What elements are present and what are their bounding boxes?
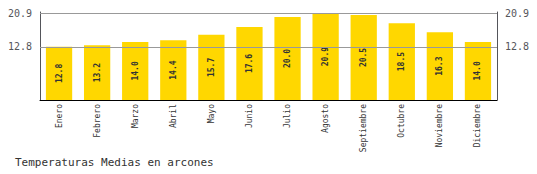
- svg-text:20.9: 20.9: [8, 8, 32, 19]
- svg-text:17.6: 17.6: [245, 54, 254, 73]
- svg-text:Mayo: Mayo: [207, 104, 216, 123]
- svg-text:20.9: 20.9: [321, 47, 330, 66]
- svg-text:Enero: Enero: [55, 104, 64, 128]
- svg-text:14.0: 14.0: [131, 61, 140, 80]
- svg-text:Junio: Junio: [245, 104, 254, 128]
- svg-text:Abril: Abril: [169, 104, 178, 128]
- svg-text:Diciembre: Diciembre: [473, 104, 482, 148]
- svg-text:12.8: 12.8: [505, 41, 529, 52]
- svg-text:12.8: 12.8: [55, 64, 64, 83]
- svg-text:16.3: 16.3: [435, 56, 444, 75]
- svg-text:Noviembre: Noviembre: [435, 104, 444, 148]
- svg-text:Septiembre: Septiembre: [359, 104, 368, 152]
- svg-text:Temperaturas Medias en arcones: Temperaturas Medias en arcones: [15, 156, 214, 169]
- svg-text:12.8: 12.8: [8, 41, 32, 52]
- svg-text:Julio: Julio: [283, 104, 292, 128]
- svg-text:20.9: 20.9: [505, 8, 529, 19]
- svg-text:Febrero: Febrero: [93, 104, 102, 138]
- svg-text:Agosto: Agosto: [321, 104, 330, 133]
- svg-text:14.0: 14.0: [473, 61, 482, 80]
- svg-text:14.4: 14.4: [169, 60, 178, 79]
- svg-text:13.2: 13.2: [93, 63, 102, 82]
- svg-text:20.0: 20.0: [283, 49, 292, 68]
- svg-text:20.5: 20.5: [359, 48, 368, 67]
- svg-text:Octubre: Octubre: [397, 104, 406, 138]
- svg-text:15.7: 15.7: [207, 58, 216, 77]
- svg-text:Marzo: Marzo: [131, 104, 140, 128]
- svg-text:18.5: 18.5: [397, 52, 406, 71]
